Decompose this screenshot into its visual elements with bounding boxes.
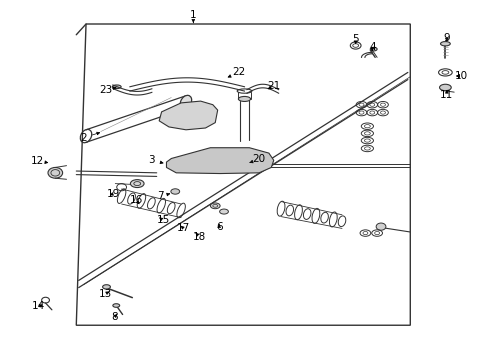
Ellipse shape [102,285,110,289]
Text: 4: 4 [368,42,375,51]
Text: 5: 5 [352,34,358,44]
Text: 16: 16 [129,195,142,206]
Text: 6: 6 [215,222,222,232]
Text: 23: 23 [99,85,116,95]
Ellipse shape [375,223,385,230]
Ellipse shape [439,84,450,91]
Ellipse shape [369,47,376,51]
Ellipse shape [130,180,144,188]
Text: 10: 10 [454,71,467,81]
Text: 17: 17 [177,224,190,233]
Text: 22: 22 [228,67,245,77]
Text: 19: 19 [107,189,120,199]
Text: 11: 11 [439,90,452,100]
Text: 20: 20 [249,154,265,164]
Ellipse shape [219,209,228,214]
Ellipse shape [238,96,250,102]
Ellipse shape [210,203,220,209]
Text: 13: 13 [99,289,112,299]
Polygon shape [166,148,273,174]
Text: 3: 3 [148,155,163,165]
Text: 1: 1 [190,10,196,23]
Text: 8: 8 [111,312,118,322]
Ellipse shape [180,95,191,109]
Text: 14: 14 [32,301,45,311]
Ellipse shape [112,85,121,89]
Text: 9: 9 [443,33,449,43]
Ellipse shape [113,304,120,307]
Ellipse shape [48,167,62,178]
Text: 7: 7 [157,191,169,201]
Text: 15: 15 [156,215,169,225]
Text: 18: 18 [193,232,206,242]
Ellipse shape [440,41,449,46]
Text: 2: 2 [80,132,100,143]
Text: 12: 12 [31,156,48,166]
Text: 21: 21 [266,81,280,91]
Polygon shape [159,101,217,130]
Ellipse shape [170,189,179,194]
